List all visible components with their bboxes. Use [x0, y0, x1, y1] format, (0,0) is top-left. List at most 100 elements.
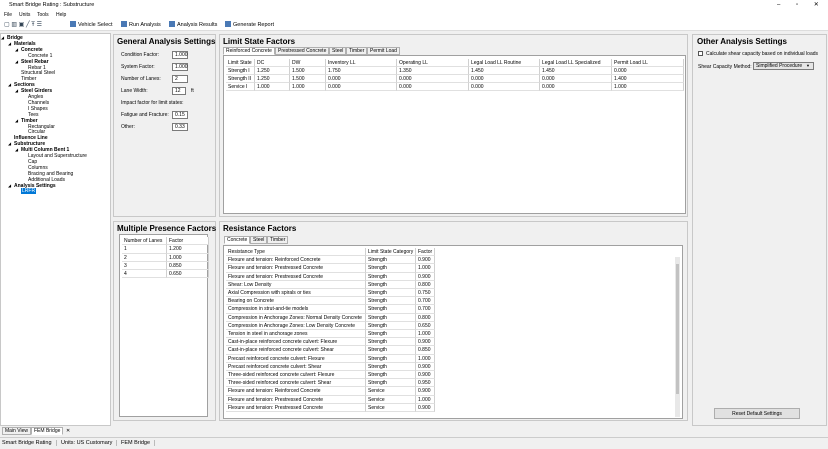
- tab[interactable]: Timber: [346, 47, 368, 55]
- table-cell: Precast reinforced concrete culvert: Fle…: [226, 354, 366, 363]
- menu-item[interactable]: File: [4, 12, 13, 18]
- field-input[interactable]: 12: [172, 87, 186, 95]
- column-header: Resistance Type: [226, 248, 366, 256]
- tree-node[interactable]: Circular: [28, 129, 46, 136]
- close-tab[interactable]: ✕: [66, 428, 71, 434]
- field-label: Other:: [121, 124, 135, 130]
- table-cell: 0.000: [326, 83, 397, 91]
- tree-node[interactable]: I Shapes: [28, 105, 48, 112]
- tree-node[interactable]: Additional Loads: [28, 176, 65, 183]
- table-cell: Strength: [366, 297, 416, 306]
- status-item: Units: US Customary: [61, 440, 118, 446]
- tab[interactable]: Concrete: [224, 236, 251, 244]
- menu-item[interactable]: Help: [56, 12, 67, 18]
- table-cell: 1.250: [255, 67, 290, 75]
- tree-node[interactable]: Concrete 1: [28, 52, 53, 59]
- table-cell: 0.900: [416, 272, 435, 281]
- tree-node[interactable]: Bracing and Bearing: [28, 170, 74, 177]
- field-input[interactable]: 0.33: [172, 123, 188, 131]
- tree-node[interactable]: Substructure: [14, 141, 46, 148]
- tab[interactable]: Permit Load: [367, 47, 400, 55]
- tree-node[interactable]: Layout and Superstructure: [28, 153, 87, 159]
- tree-node[interactable]: Timber: [21, 117, 38, 124]
- table-cell: 0.900: [416, 403, 435, 412]
- menu-item[interactable]: Tools: [37, 12, 49, 18]
- table-cell: 0.900: [416, 362, 435, 371]
- field-input[interactable]: 1.000: [172, 51, 188, 59]
- document-tab[interactable]: FEM Bridge: [31, 427, 64, 435]
- table-cell: 1.000: [255, 83, 290, 91]
- toolbar-button[interactable]: Analysis Results: [177, 22, 218, 28]
- toolbar-button[interactable]: Run Analysis: [129, 22, 161, 28]
- table-cell: 1.000: [167, 253, 209, 262]
- scroll-thumb[interactable]: [676, 264, 679, 394]
- tree-node[interactable]: Tees: [28, 111, 39, 118]
- toolbar-button[interactable]: Vehicle Select: [78, 22, 113, 28]
- tab[interactable]: Prestressed Concrete: [275, 47, 330, 55]
- field-input[interactable]: 2: [172, 75, 188, 83]
- menu-item[interactable]: Units: [19, 12, 31, 18]
- table-cell: 1.500: [290, 67, 326, 75]
- table-cell: 0.000: [540, 83, 612, 91]
- tree-node[interactable]: Steel Girders: [21, 88, 53, 95]
- table-cell: Strength: [366, 305, 416, 314]
- tab[interactable]: Steel: [329, 47, 347, 55]
- field-label: Fatigue and Fracture:: [121, 112, 169, 118]
- tree-expander: ◢: [15, 46, 19, 52]
- tree-node[interactable]: Multi Column Bent 1: [21, 147, 70, 154]
- tree-node[interactable]: Angles: [28, 94, 44, 100]
- field-unit: ft: [191, 88, 194, 94]
- tree-node[interactable]: Analysis Settings: [14, 182, 56, 189]
- toolbar: [0, 19, 828, 31]
- toolbar-icon: [225, 21, 231, 27]
- tree-node[interactable]: Influence Line: [14, 135, 48, 142]
- table-cell: Flexure and tension: Prestressed Concret…: [226, 272, 366, 281]
- table-cell: Flexure and tension: Reinforced Concrete: [226, 387, 366, 396]
- tab[interactable]: Reinforced Concrete: [223, 47, 275, 55]
- tree-node[interactable]: Materials: [14, 40, 36, 47]
- tree-node[interactable]: Concrete: [21, 46, 43, 53]
- table-cell: Strength: [366, 313, 416, 322]
- table-cell: 1.350: [397, 67, 469, 75]
- panel-title: General Analysis Settings: [117, 37, 216, 46]
- dropdown[interactable]: Simplified Procedure: [753, 62, 814, 70]
- reset-button[interactable]: Reset Default Settings: [714, 408, 800, 419]
- tree-node[interactable]: Cap: [28, 158, 38, 165]
- table-cell: Strength: [366, 280, 416, 289]
- tree-expander: ◢: [15, 147, 19, 153]
- table-cell: 1.450: [469, 67, 540, 75]
- tree-node[interactable]: Steel Rebar: [21, 58, 49, 65]
- tree-node[interactable]: Bridge: [7, 35, 23, 41]
- field-input[interactable]: 1.000: [172, 63, 188, 71]
- table-cell: Tension in steel in anchorage zones: [226, 330, 366, 339]
- table-cell: 0.650: [167, 270, 209, 279]
- tab[interactable]: Timber: [267, 236, 289, 244]
- tree-node[interactable]: Timber: [21, 76, 37, 83]
- column-header: Number of Lanes: [122, 237, 167, 245]
- panel-title: Resistance Factors: [223, 224, 297, 233]
- table-cell: 2: [122, 253, 167, 262]
- table-cell: Strength: [366, 371, 416, 380]
- tree-node[interactable]: Rebar 1: [28, 64, 46, 71]
- tab[interactable]: Steel: [250, 236, 268, 244]
- toolbar-icons[interactable]: ▢ ▥ ▣ ╱ Ŧ ☰: [4, 22, 42, 28]
- tree-node[interactable]: LRFR: [21, 188, 37, 195]
- tree-node[interactable]: Rectangular: [28, 123, 55, 130]
- tree-node[interactable]: Structural Steel: [21, 70, 56, 77]
- document-tab[interactable]: Main View: [2, 427, 31, 435]
- table-cell: 1.000: [416, 395, 435, 404]
- table-cell: 0.000: [540, 75, 612, 83]
- toolbar-button[interactable]: Generate Report: [233, 22, 274, 28]
- window-controls[interactable]: – ▫ ✕: [777, 2, 819, 8]
- tree-expander: ◢: [8, 182, 12, 188]
- tree-node[interactable]: Columns: [28, 164, 48, 171]
- field-input[interactable]: 0.15: [172, 111, 188, 119]
- tree-node[interactable]: Sections: [14, 82, 35, 89]
- table-cell: Service I: [226, 83, 255, 91]
- table-cell: Three-sided reinforced concrete culvert:…: [226, 379, 366, 388]
- menu-bar: [0, 10, 828, 19]
- checkbox[interactable]: [698, 51, 703, 56]
- tree-node[interactable]: Channels: [28, 99, 50, 106]
- table-cell: Shear: Low Density: [226, 280, 366, 289]
